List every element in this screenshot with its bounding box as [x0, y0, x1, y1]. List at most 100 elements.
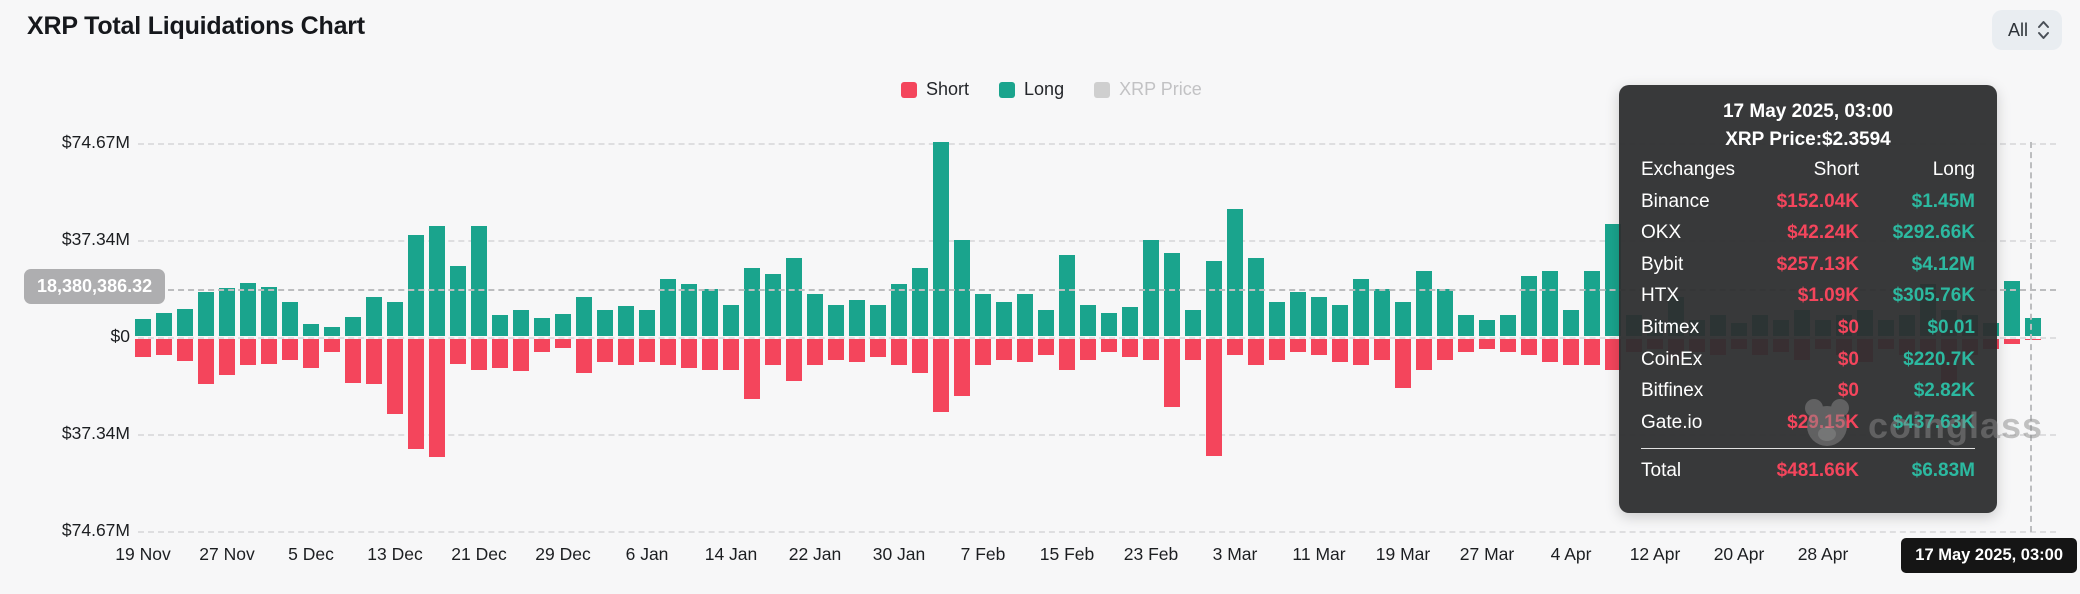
long-liquidation-bar[interactable]: [576, 297, 592, 336]
short-liquidation-bar[interactable]: [828, 339, 844, 360]
long-liquidation-bar[interactable]: [1332, 305, 1348, 336]
short-liquidation-bar[interactable]: [660, 339, 676, 365]
short-liquidation-bar[interactable]: [240, 339, 256, 365]
short-liquidation-bar[interactable]: [1584, 339, 1600, 365]
short-liquidation-bar[interactable]: [702, 339, 718, 370]
long-liquidation-bar[interactable]: [765, 274, 781, 336]
short-liquidation-bar[interactable]: [996, 339, 1012, 360]
long-liquidation-bar[interactable]: [450, 266, 466, 336]
long-liquidation-bar[interactable]: [387, 302, 403, 336]
long-liquidation-bar[interactable]: [492, 315, 508, 336]
short-liquidation-bar[interactable]: [618, 339, 634, 365]
long-liquidation-bar[interactable]: [303, 324, 319, 336]
long-liquidation-bar[interactable]: [660, 279, 676, 336]
short-liquidation-bar[interactable]: [366, 339, 382, 384]
long-liquidation-bar[interactable]: [1479, 320, 1495, 336]
legend-item-short[interactable]: Short: [901, 79, 969, 100]
long-liquidation-bar[interactable]: [177, 309, 193, 336]
long-liquidation-bar[interactable]: [135, 319, 151, 336]
short-liquidation-bar[interactable]: [1248, 339, 1264, 365]
short-liquidation-bar[interactable]: [744, 339, 760, 399]
long-liquidation-bar[interactable]: [324, 327, 340, 336]
short-liquidation-bar[interactable]: [1500, 339, 1516, 352]
short-liquidation-bar[interactable]: [1080, 339, 1096, 360]
long-liquidation-bar[interactable]: [1395, 302, 1411, 336]
long-liquidation-bar[interactable]: [366, 297, 382, 336]
short-liquidation-bar[interactable]: [303, 339, 319, 368]
short-liquidation-bar[interactable]: [534, 339, 550, 352]
long-liquidation-bar[interactable]: [744, 268, 760, 336]
short-liquidation-bar[interactable]: [807, 339, 823, 365]
long-liquidation-bar[interactable]: [1311, 297, 1327, 336]
long-liquidation-bar[interactable]: [1164, 253, 1180, 336]
short-liquidation-bar[interactable]: [1122, 339, 1138, 357]
short-liquidation-bar[interactable]: [576, 339, 592, 373]
short-liquidation-bar[interactable]: [1227, 339, 1243, 355]
long-liquidation-bar[interactable]: [912, 268, 928, 336]
long-liquidation-bar[interactable]: [1521, 276, 1537, 336]
long-liquidation-bar[interactable]: [1080, 305, 1096, 336]
long-liquidation-bar[interactable]: [1584, 271, 1600, 336]
short-liquidation-bar[interactable]: [639, 339, 655, 362]
long-liquidation-bar[interactable]: [1269, 302, 1285, 336]
short-liquidation-bar[interactable]: [135, 339, 151, 357]
long-liquidation-bar[interactable]: [870, 305, 886, 336]
short-liquidation-bar[interactable]: [1563, 339, 1579, 365]
short-liquidation-bar[interactable]: [933, 339, 949, 412]
long-liquidation-bar[interactable]: [1143, 240, 1159, 336]
short-liquidation-bar[interactable]: [492, 339, 508, 368]
short-liquidation-bar[interactable]: [2004, 339, 2020, 344]
long-liquidation-bar[interactable]: [849, 300, 865, 336]
short-liquidation-bar[interactable]: [408, 339, 424, 449]
legend-item-xrp-price[interactable]: XRP Price: [1094, 79, 1202, 100]
short-liquidation-bar[interactable]: [1521, 339, 1537, 355]
long-liquidation-bar[interactable]: [1059, 255, 1075, 336]
short-liquidation-bar[interactable]: [177, 339, 193, 361]
short-liquidation-bar[interactable]: [1290, 339, 1306, 352]
long-liquidation-bar[interactable]: [723, 305, 739, 336]
short-liquidation-bar[interactable]: [1353, 339, 1369, 365]
short-liquidation-bar[interactable]: [1458, 339, 1474, 352]
long-liquidation-bar[interactable]: [1290, 292, 1306, 336]
long-liquidation-bar[interactable]: [282, 302, 298, 336]
long-liquidation-bar[interactable]: [1605, 224, 1621, 336]
long-liquidation-bar[interactable]: [240, 283, 256, 336]
long-liquidation-bar[interactable]: [1416, 271, 1432, 336]
long-liquidation-bar[interactable]: [828, 305, 844, 336]
short-liquidation-bar[interactable]: [1206, 339, 1222, 456]
short-liquidation-bar[interactable]: [324, 339, 340, 352]
short-liquidation-bar[interactable]: [870, 339, 886, 357]
short-liquidation-bar[interactable]: [261, 339, 277, 364]
long-liquidation-bar[interactable]: [681, 284, 697, 336]
short-liquidation-bar[interactable]: [765, 339, 781, 365]
short-liquidation-bar[interactable]: [1038, 339, 1054, 355]
long-liquidation-bar[interactable]: [1206, 261, 1222, 336]
short-liquidation-bar[interactable]: [1101, 339, 1117, 352]
long-liquidation-bar[interactable]: [639, 310, 655, 336]
short-liquidation-bar[interactable]: [1332, 339, 1348, 362]
long-liquidation-bar[interactable]: [786, 258, 802, 336]
short-liquidation-bar[interactable]: [1437, 339, 1453, 360]
short-liquidation-bar[interactable]: [723, 339, 739, 370]
long-liquidation-bar[interactable]: [807, 294, 823, 336]
short-liquidation-bar[interactable]: [2025, 339, 2041, 340]
long-liquidation-bar[interactable]: [1248, 258, 1264, 336]
short-liquidation-bar[interactable]: [555, 339, 571, 348]
long-liquidation-bar[interactable]: [1353, 279, 1369, 336]
long-liquidation-bar[interactable]: [597, 310, 613, 336]
short-liquidation-bar[interactable]: [387, 339, 403, 414]
short-liquidation-bar[interactable]: [681, 339, 697, 368]
long-liquidation-bar[interactable]: [891, 284, 907, 336]
short-liquidation-bar[interactable]: [513, 339, 529, 371]
long-liquidation-bar[interactable]: [1437, 289, 1453, 336]
short-liquidation-bar[interactable]: [1143, 339, 1159, 360]
short-liquidation-bar[interactable]: [1605, 339, 1621, 370]
long-liquidation-bar[interactable]: [1038, 310, 1054, 336]
short-liquidation-bar[interactable]: [1017, 339, 1033, 362]
long-liquidation-bar[interactable]: [408, 235, 424, 336]
short-liquidation-bar[interactable]: [1416, 339, 1432, 370]
long-liquidation-bar[interactable]: [555, 314, 571, 336]
long-liquidation-bar[interactable]: [1500, 315, 1516, 336]
long-liquidation-bar[interactable]: [1542, 271, 1558, 336]
long-liquidation-bar[interactable]: [198, 292, 214, 336]
